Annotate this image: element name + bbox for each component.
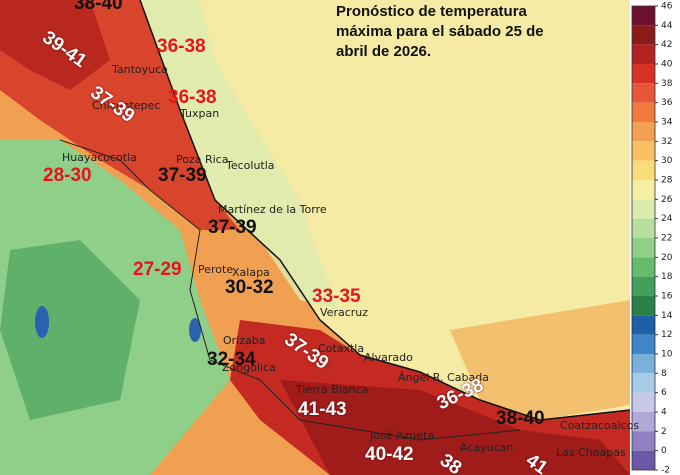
colorbar-tick-label: 20 [661, 253, 673, 263]
colorbar-band [632, 180, 655, 200]
colorbar-tick-label: 6 [661, 388, 667, 398]
cool-spot [189, 318, 201, 342]
temperature-range: 36-38 [157, 36, 206, 57]
very-hot-south [280, 380, 630, 475]
colorbar-band [632, 44, 655, 64]
colorbar-tick-label: 34 [661, 118, 673, 128]
sea [140, 0, 630, 420]
place-name: Tantoyuca [112, 63, 168, 76]
colorbar-tick-label: 44 [661, 21, 673, 31]
temperature-range: 27-29 [133, 259, 182, 280]
place-name: Huayacocotla [62, 151, 137, 164]
temperature-range: 28-30 [43, 165, 92, 186]
place-name: Ángel R. Cabada [398, 371, 489, 384]
colorbar-tick-label: 18 [661, 272, 673, 282]
place-name: Veracruz [320, 306, 369, 319]
colorbar-tick-label: 36 [661, 98, 673, 108]
colorbar-tick-label: 42 [661, 40, 672, 50]
colorbar-tick-label: 24 [661, 214, 673, 224]
colorbar-tick-label: 28 [661, 176, 673, 186]
map-title: Pronóstico de temperatura máxima para el… [336, 3, 544, 60]
colorbar-tick-label: 30 [661, 156, 673, 166]
colorbar-band [632, 238, 655, 258]
colorbar-band [632, 64, 655, 84]
colorbar-band [632, 373, 655, 393]
colorbar-band [632, 412, 655, 432]
colorbar-band [632, 102, 655, 122]
colorbar-tick-label: 46 [661, 2, 673, 12]
place-name: Alvarado [364, 351, 413, 364]
coastal-strip [140, 0, 340, 310]
colorbar-tick-label: 22 [661, 234, 672, 244]
temperature-range: 38-40 [496, 408, 545, 429]
place-name: Chicontepec [92, 99, 161, 112]
colorbar-tick-label: 16 [661, 292, 673, 302]
place-name: Martínez de la Torre [218, 203, 327, 216]
colorbar-tick-label: 40 [661, 60, 673, 70]
temperature-range: 36-38 [168, 87, 217, 108]
colorbar-band [632, 257, 655, 277]
place-name: Cotaxtla [318, 342, 365, 355]
colorbar-tick-label: 2 [661, 427, 667, 437]
colorbar-tick-label: 14 [661, 311, 673, 321]
place-name: Las Choapas [556, 446, 626, 459]
colorbar-band [632, 25, 655, 45]
place-name: Coatzacoalcos [560, 419, 640, 432]
place-name: Tierra Blanca [296, 383, 369, 396]
temperature-range: 40-42 [365, 444, 414, 465]
colorbar-tick-label: 8 [661, 369, 667, 379]
colorbar-band [632, 334, 655, 354]
colorbar-band [632, 354, 655, 374]
temperature-range: 38-40 [74, 0, 123, 14]
colorbar-band [632, 160, 655, 180]
sea-warm [450, 300, 630, 420]
colorbar-tick-label: 12 [661, 330, 672, 340]
colorbar-band [632, 122, 655, 142]
cool-spot [35, 306, 49, 338]
place-name: José Azueta [370, 429, 435, 442]
colorbar-band [632, 141, 655, 161]
colorbar-band [632, 276, 655, 296]
colorbar-band [632, 218, 655, 238]
temperature-range: 37-39 [208, 217, 257, 238]
very-hot-north [0, 0, 110, 90]
temperature-range: 33-35 [312, 286, 361, 307]
colorbar-tick-label: 4 [661, 408, 667, 418]
place-name: Acayucan [460, 441, 514, 454]
temperature-range: 41-43 [298, 399, 347, 420]
colorbar-tick-label: 26 [661, 195, 673, 205]
colorbar-band [632, 315, 655, 335]
temperature-range: 37-39 [158, 165, 207, 186]
colorbar: 4644424038363432302826242220181614121086… [631, 2, 673, 475]
colorbar-band [632, 6, 655, 26]
colorbar-band [632, 296, 655, 316]
colorbar-tick-label: 38 [661, 79, 673, 89]
place-name: Tuxpan [180, 107, 220, 120]
temperature-range: 32-34 [207, 349, 256, 370]
place-name: Orizaba [223, 334, 266, 347]
colorbar-tick-label: 10 [661, 350, 673, 360]
colorbar-tick-label: 32 [661, 137, 672, 147]
colorbar-band [632, 392, 655, 412]
temperature-range: 30-32 [225, 277, 274, 298]
place-name: Perote [198, 263, 234, 276]
place-name: Tecolutla [226, 159, 275, 172]
green-dark [0, 240, 140, 420]
colorbar-tick-label: -2 [661, 466, 670, 475]
colorbar-band [632, 199, 655, 219]
colorbar-tick-label: 0 [661, 446, 667, 456]
colorbar-band [632, 431, 655, 451]
place-name: Zongolica [222, 361, 276, 374]
colorbar-band [632, 83, 655, 103]
place-name: Xalapa [232, 266, 270, 279]
coastline [139, 0, 631, 421]
colorbar-band [632, 450, 655, 470]
place-name: Poza Rica [176, 153, 229, 166]
state-border [59, 139, 521, 441]
